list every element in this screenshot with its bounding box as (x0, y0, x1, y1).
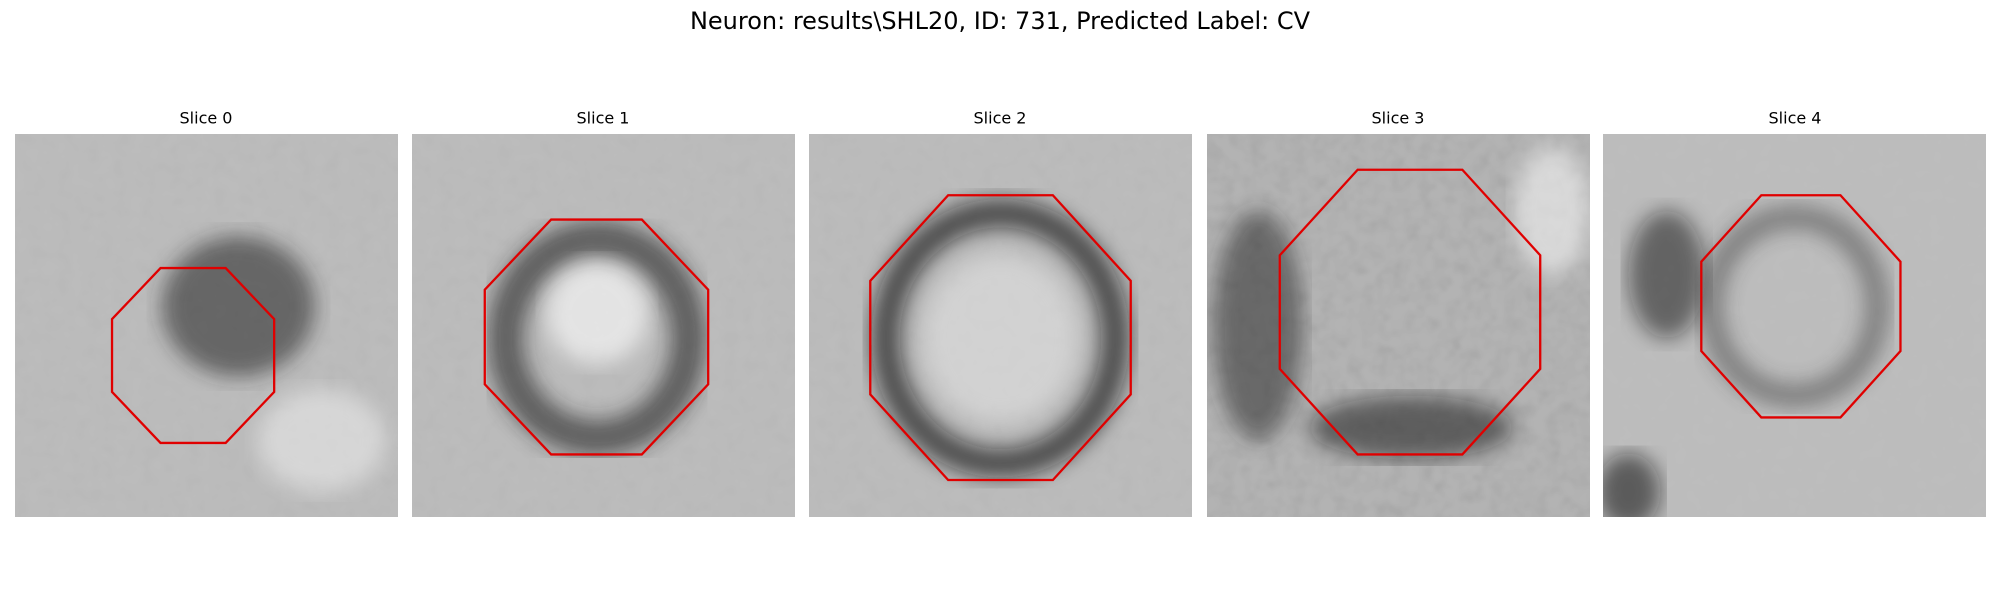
slice-image (1207, 134, 1591, 518)
panel-title: Slice 3 (1372, 109, 1425, 128)
slice-image (809, 134, 1193, 518)
contour (869, 194, 1132, 482)
panel-title: Slice 4 (1769, 109, 1822, 128)
contour (1700, 194, 1902, 419)
slice-image (15, 134, 399, 518)
panel-title: Slice 2 (974, 109, 1027, 128)
slice-image (1603, 134, 1987, 518)
panel-title: Slice 0 (180, 109, 233, 128)
slice-image (412, 134, 796, 518)
panel-title: Slice 1 (577, 109, 630, 128)
figure-title: Neuron: results\SHL20, ID: 731, Predicte… (690, 7, 1311, 35)
contour (110, 266, 276, 445)
contour (1278, 168, 1542, 456)
contour (483, 218, 710, 456)
